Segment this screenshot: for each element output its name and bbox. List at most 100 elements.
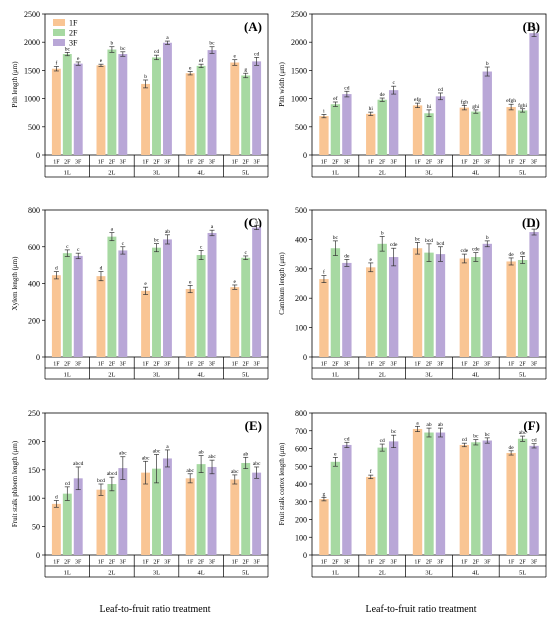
treatment-label: 3F: [253, 362, 260, 368]
y-tick-label: 200: [28, 437, 40, 446]
bar: [241, 462, 251, 555]
bar: [459, 258, 470, 357]
significance-letter: cd: [344, 436, 349, 442]
treatment-label: 1F: [321, 362, 328, 368]
significance-letter: abcd: [73, 461, 84, 467]
treatment-label: 2F: [243, 160, 250, 166]
treatment-label: 2F: [198, 560, 205, 566]
group-label: 4L: [472, 372, 479, 379]
significance-letter: a: [166, 35, 169, 41]
treatment-label: 1F: [53, 362, 60, 368]
y-tick-label: 300: [295, 498, 307, 507]
treatment-label: 1F: [508, 560, 515, 566]
treatment-label: 2F: [332, 160, 339, 166]
treatment-label: 1F: [414, 160, 421, 166]
bar: [377, 447, 387, 555]
y-tick-label: 200: [295, 294, 307, 303]
bar: [162, 42, 172, 155]
significance-letter: ab: [243, 451, 248, 457]
group-label: 5L: [519, 372, 526, 379]
bar: [388, 441, 399, 555]
significance-letter: abc: [153, 448, 161, 454]
y-tick-label: 400: [28, 280, 40, 289]
treatment-label: 3F: [120, 160, 127, 166]
significance-letter: f: [323, 269, 325, 276]
y-tick-label: 800: [28, 206, 40, 215]
y-axis-title: Pith width (μm): [278, 62, 286, 107]
significance-letter: e: [334, 451, 337, 457]
group-label: 4L: [197, 170, 204, 177]
x-axis-title-right: Leaf-to-fruit ratio treatment: [365, 604, 477, 615]
bar: [230, 287, 240, 357]
group-label: 2L: [379, 372, 386, 379]
bar: [471, 442, 481, 555]
y-tick-label: 1500: [291, 66, 307, 75]
group-label: 3L: [153, 372, 160, 379]
y-tick-label: 600: [28, 243, 40, 252]
treatment-label: 1F: [508, 160, 515, 166]
treatment-label: 1F: [232, 362, 239, 368]
panel-label: (A): [244, 19, 262, 34]
significance-letter: d: [55, 266, 58, 272]
bar: [96, 65, 106, 155]
legend-swatch: [53, 39, 65, 46]
y-tick-label: 1000: [291, 95, 307, 104]
treatment-label: 2F: [332, 362, 339, 368]
bar: [207, 232, 217, 357]
bar: [529, 33, 539, 156]
bar: [252, 472, 262, 555]
treatment-label: 1F: [142, 362, 149, 368]
group-label: 5L: [519, 570, 526, 577]
significance-letter: a: [255, 219, 258, 225]
significance-letter: cde: [461, 248, 469, 254]
significance-letter: f: [370, 468, 372, 475]
bar: [162, 458, 172, 555]
bar: [51, 68, 61, 155]
significance-letter: a: [533, 223, 536, 229]
treatment-label: 3F: [484, 560, 491, 566]
treatment-label: 3F: [531, 160, 538, 166]
legend-swatch: [53, 19, 65, 26]
bar: [73, 478, 83, 555]
significance-letter: ab: [426, 422, 431, 428]
treatment-label: 3F: [253, 160, 260, 166]
chart-panel-4: 0 100 200 300 400 500 Cambium length (μm) (D) f b…: [278, 206, 547, 380]
group-label: 3L: [153, 170, 160, 177]
y-tick-label: 2000: [291, 38, 307, 47]
y-axis-title: Xylem length (μm): [11, 256, 19, 311]
treatment-label: 3F: [253, 560, 260, 566]
treatment-label: 1F: [414, 362, 421, 368]
significance-letter: e: [100, 58, 103, 64]
treatment-label: 2F: [519, 362, 526, 368]
bar: [62, 493, 72, 555]
bar: [73, 255, 83, 357]
treatment-label: 3F: [484, 160, 491, 166]
group-label: 3L: [425, 170, 432, 177]
significance-letter: i: [323, 108, 325, 114]
panel-label: (E): [245, 418, 262, 433]
treatment-label: 2F: [379, 362, 386, 368]
y-tick-label: 100: [295, 533, 307, 542]
group-label: 1L: [332, 170, 339, 177]
y-tick-label: 100: [28, 494, 40, 503]
significance-letter: cd: [254, 51, 259, 57]
treatment-label: 2F: [473, 160, 480, 166]
significance-letter: ab: [165, 229, 170, 235]
significance-letter: abcd: [107, 471, 118, 477]
y-tick-label: 50: [32, 523, 40, 532]
treatment-label: 3F: [390, 362, 397, 368]
treatment-label: 1F: [232, 560, 239, 566]
group-label: 2L: [108, 570, 115, 577]
bar: [459, 107, 470, 155]
significance-letter: cd: [65, 481, 70, 487]
y-tick-label: 500: [28, 123, 40, 132]
treatment-label: 1F: [142, 160, 149, 166]
x-axis-title-left: Leaf-to-fruit ratio treatment: [99, 604, 211, 615]
significance-letter: g: [323, 491, 326, 497]
y-tick-label: 0: [303, 353, 307, 362]
treatment-label: 3F: [531, 560, 538, 566]
panel-label: (F): [523, 418, 540, 433]
group-label: 2L: [108, 372, 115, 379]
significance-letter: bc: [120, 46, 126, 52]
bar: [412, 428, 423, 555]
